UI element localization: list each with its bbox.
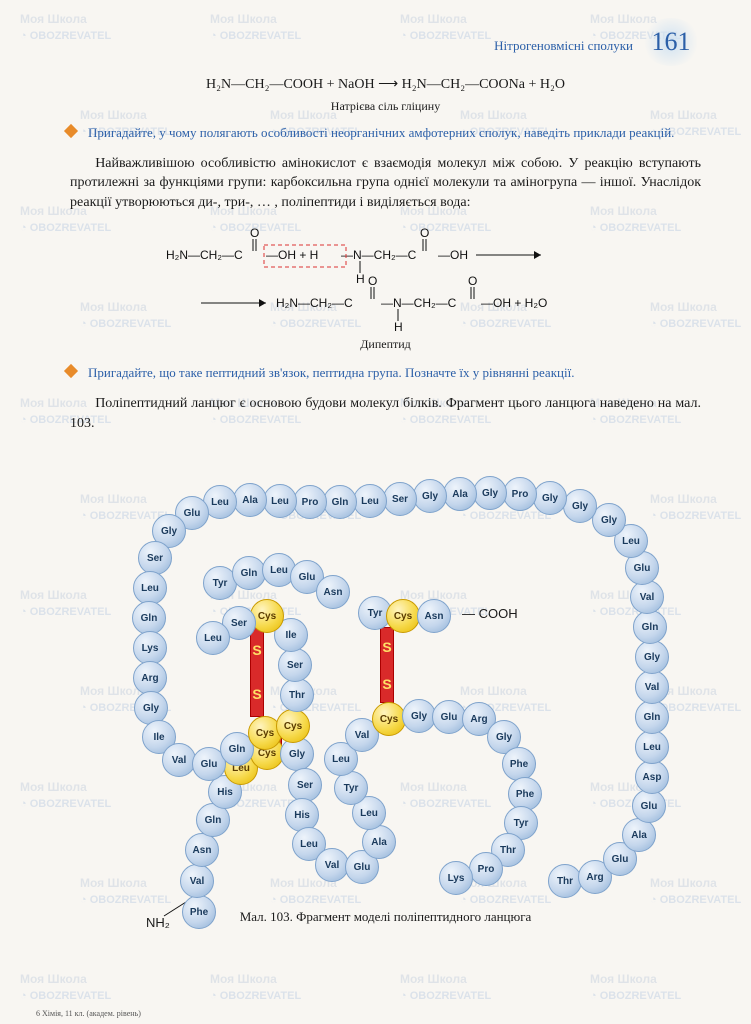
amino-acid-residue: Gln <box>232 556 266 590</box>
amino-acid-residue: Ala <box>233 483 267 517</box>
amino-acid-residue: Ser <box>138 541 172 575</box>
amino-acid-residue: Pro <box>503 477 537 511</box>
amino-acid-residue: Val <box>180 864 214 898</box>
amino-acid-residue: Ala <box>362 825 396 859</box>
amino-acid-residue: Gly <box>402 699 436 733</box>
amino-acid-residue: Gln <box>635 700 669 734</box>
watermark-text: Моя Школа <box>400 972 467 986</box>
watermark-brand: ◔ OBOZREVATEL <box>20 990 111 1002</box>
amino-acid-residue: Gln <box>132 601 166 635</box>
amino-acid-residue: Val <box>635 670 669 704</box>
amino-acid-residue: Val <box>630 580 664 614</box>
diamond-icon <box>64 124 78 138</box>
amino-acid-residue: Gly <box>413 479 447 513</box>
page-header: Нітрогеновмісні сполуки 161 <box>70 18 701 66</box>
note-2-text: Пригадайте, що таке пептидний зв'язок, п… <box>88 365 574 380</box>
amino-acid-residue: Val <box>315 848 349 882</box>
polypeptide-figure: NH₂ — COOH Мал. 103. Фрагмент моделі пол… <box>70 441 701 921</box>
svg-text:O: O <box>420 226 429 240</box>
diamond-icon <box>64 364 78 378</box>
paragraph-1: Найважливішою особливістю амінокислот є … <box>70 154 701 214</box>
note-2: Пригадайте, що таке пептидний зв'язок, п… <box>70 364 701 382</box>
amino-acid-residue: Gly <box>473 476 507 510</box>
figure-caption: Мал. 103. Фрагмент моделі поліпептидного… <box>70 909 701 925</box>
amino-acid-residue: Gly <box>635 640 669 674</box>
note-1: Пригадайте, у чому полягають особливості… <box>70 124 701 142</box>
amino-acid-residue: Lys <box>133 631 167 665</box>
svg-text:H₂N—CH₂—C: H₂N—CH₂—C <box>276 296 353 310</box>
amino-acid-residue: Leu <box>133 571 167 605</box>
amino-acid-residue: Leu <box>196 621 230 655</box>
equation-1: H₂N—CH₂—COOH + NaOH ⟶ H₂N—CH₂—COONa + H₂… <box>70 74 701 95</box>
equation-1-caption: Натрієва сіль гліцину <box>70 99 701 114</box>
page-number: 161 <box>641 18 701 66</box>
amino-acid-residue: Arg <box>133 661 167 695</box>
note-1-text: Пригадайте, у чому полягають особливості… <box>88 125 674 140</box>
footer-text: 6 Хімія, 11 кл. (академ. рівень) <box>36 1009 141 1018</box>
amino-acid-residue: Pro <box>293 485 327 519</box>
svg-text:—N—CH₂—C: —N—CH₂—C <box>381 296 457 310</box>
amino-acid-residue: Leu <box>635 730 669 764</box>
amino-acid-residue: Gly <box>533 481 567 515</box>
cooh-terminus: — COOH <box>462 606 518 621</box>
paragraph-2: Поліпептидний ланцюг є основою будови мо… <box>70 394 701 434</box>
peptide-reaction: H₂N—CH₂—C —OH + H —N—CH₂—C —OH O H O <box>146 225 626 352</box>
watermark-brand: ◔ OBOZREVATEL <box>590 990 681 1002</box>
watermark-text: Моя Школа <box>210 972 277 986</box>
svg-text:—OH + H: —OH + H <box>266 248 318 262</box>
amino-acid-residue: Asp <box>635 760 669 794</box>
svg-text:—OH: —OH <box>438 248 468 262</box>
amino-acid-residue: Ser <box>383 482 417 516</box>
amino-acid-residue: Asn <box>417 599 451 633</box>
amino-acid-residue: Pro <box>469 852 503 886</box>
watermark-brand: ◔ OBOZREVATEL <box>210 990 301 1002</box>
amino-acid-residue: Asn <box>316 575 350 609</box>
amino-acid-residue: Ala <box>622 818 656 852</box>
amino-acid-residue: Gln <box>323 485 357 519</box>
amino-acid-residue: Gly <box>280 737 314 771</box>
svg-text:O: O <box>368 274 377 288</box>
amino-acid-residue: Cys <box>386 599 420 633</box>
amino-acid-residue: Leu <box>263 484 297 518</box>
page-content: Нітрогеновмісні сполуки 161 H₂N—CH₂—COOH… <box>0 0 751 921</box>
amino-acid-residue: Gln <box>633 610 667 644</box>
svg-text:—N—CH₂—C: —N—CH₂—C <box>341 248 417 262</box>
amino-acid-residue: Thr <box>548 864 582 898</box>
amino-acid-residue: Glu <box>632 789 666 823</box>
svg-text:H: H <box>394 320 403 334</box>
amino-acid-residue: Glu <box>432 700 466 734</box>
section-label: Нітрогеновмісні сполуки <box>494 38 633 54</box>
amino-acid-residue: Asn <box>185 833 219 867</box>
amino-acid-residue: Ser <box>288 768 322 802</box>
watermark-brand: ◔ OBOZREVATEL <box>400 990 491 1002</box>
svg-text:O: O <box>250 226 259 240</box>
disulfide-bridge: SS <box>250 627 264 717</box>
amino-acid-residue: Ser <box>278 648 312 682</box>
amino-acid-residue: Lys <box>439 861 473 895</box>
amino-acid-residue: Leu <box>353 484 387 518</box>
amino-acid-residue: Thr <box>280 678 314 712</box>
watermark-text: Моя Школа <box>590 972 657 986</box>
svg-text:O: O <box>468 274 477 288</box>
amino-acid-residue: Val <box>162 743 196 777</box>
disulfide-bridge: SS <box>380 627 394 703</box>
svg-text:H₂N—CH₂—C: H₂N—CH₂—C <box>166 248 243 262</box>
watermark-text: Моя Школа <box>20 972 87 986</box>
svg-text:H: H <box>356 272 365 286</box>
svg-text:—OH + H₂O: —OH + H₂O <box>481 296 547 310</box>
amino-acid-residue: Phe <box>502 747 536 781</box>
amino-acid-residue: Ala <box>443 477 477 511</box>
amino-acid-residue: Cys <box>372 702 406 736</box>
reaction-caption: Дипептид <box>146 337 626 352</box>
